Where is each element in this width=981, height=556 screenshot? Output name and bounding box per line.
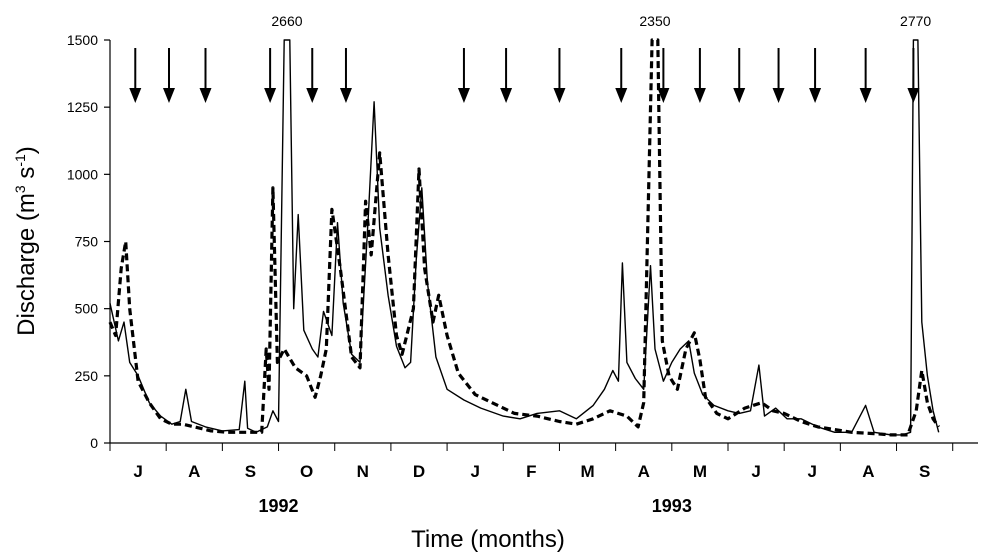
sampling-arrow — [553, 48, 566, 103]
y-tick-label: 1000 — [67, 166, 98, 182]
sampling-arrow — [306, 48, 319, 103]
peak-labels: 2660 2350 2770 — [271, 13, 931, 29]
month-label: F — [526, 462, 536, 481]
sampling-arrows — [129, 48, 920, 103]
sampling-arrow — [907, 48, 920, 103]
y-tick-label: 1500 — [67, 32, 98, 48]
month-label: J — [470, 462, 479, 481]
month-label: J — [133, 462, 142, 481]
y-axis-title-end: ) — [13, 146, 40, 154]
month-label: J — [751, 462, 760, 481]
month-label: A — [862, 462, 874, 481]
y-tick-label: 750 — [75, 234, 99, 250]
y-axis-title-main: Discharge (m — [13, 193, 40, 336]
y-tick-label: 0 — [90, 435, 98, 451]
y-tick-label: 250 — [75, 368, 99, 384]
sampling-arrow — [809, 48, 822, 103]
series-solid-line — [109, 39, 940, 436]
x-axis-title: Time (months) — [411, 526, 565, 553]
y-axis-ticks: 0 250 500 750 1000 1250 1500 — [67, 32, 110, 451]
peak-label: 2350 — [639, 13, 670, 29]
sampling-arrow — [199, 48, 212, 103]
sampling-arrow — [657, 48, 670, 103]
year-label: 1993 — [652, 496, 692, 516]
sampling-arrow — [859, 48, 872, 103]
month-label: O — [300, 462, 313, 481]
month-label: S — [245, 462, 256, 481]
sampling-arrow — [772, 48, 785, 103]
sampling-arrow — [162, 48, 175, 103]
month-label: S — [919, 462, 930, 481]
y-axis-title-sup2: -1 — [12, 154, 28, 167]
y-tick-label: 1250 — [67, 99, 98, 115]
y-axis-title: Discharge (m3 s-1) — [12, 146, 40, 336]
peak-label: 2660 — [271, 13, 302, 29]
sampling-arrow — [129, 48, 142, 103]
year-label: 1992 — [259, 496, 299, 516]
sampling-arrow — [500, 48, 513, 103]
year-labels: 1992 1993 — [259, 496, 692, 516]
sampling-arrow — [457, 48, 470, 103]
sampling-arrow — [733, 48, 746, 103]
sampling-arrow — [264, 48, 277, 103]
y-tick-label: 500 — [75, 301, 99, 317]
month-label: M — [580, 462, 594, 481]
y-axis-title-sup1: 3 — [12, 185, 28, 193]
sampling-arrow — [693, 48, 706, 103]
month-label: M — [693, 462, 707, 481]
sampling-arrow — [615, 48, 628, 103]
y-axis-title-mid: s — [13, 167, 40, 186]
month-label: N — [357, 462, 369, 481]
peak-label: 2770 — [900, 13, 931, 29]
series-dashed-line — [108, 38, 941, 437]
sampling-arrow — [339, 48, 352, 103]
month-label: A — [638, 462, 650, 481]
month-label: J — [808, 462, 817, 481]
month-label: A — [188, 462, 200, 481]
series-layer — [108, 38, 941, 437]
x-axis-ticks — [109, 443, 954, 451]
month-label: D — [413, 462, 425, 481]
